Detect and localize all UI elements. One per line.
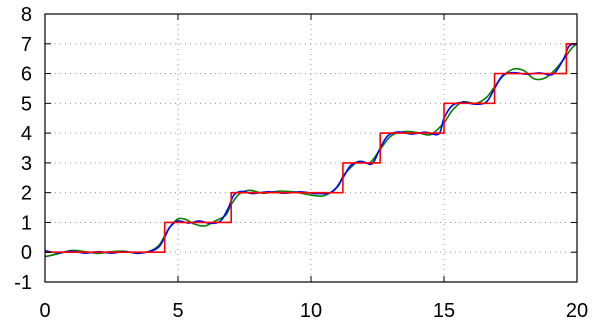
y-tick-label: 7: [21, 34, 32, 56]
y-tick-label: 4: [21, 123, 32, 145]
grid-lines: [45, 14, 577, 282]
x-axis-tick-labels: 0 5 10 15 20: [39, 300, 588, 322]
y-tick-label: -1: [14, 272, 32, 294]
tick-marks: [44, 13, 578, 283]
y-tick-label: 3: [21, 153, 32, 175]
y-tick-label: 2: [21, 183, 32, 205]
y-tick-label: 5: [21, 93, 32, 115]
series-line-2: [44, 42, 578, 254]
series-lines: [44, 42, 578, 258]
x-tick-label: 20: [566, 300, 588, 322]
y-tick-label: 1: [21, 212, 32, 234]
x-tick-label: 10: [300, 300, 322, 322]
y-tick-label: 6: [21, 64, 32, 86]
y-axis-tick-labels: -1 0 1 2 3 4 5 6 7 8: [14, 4, 32, 294]
y-tick-label: 0: [21, 242, 32, 264]
x-tick-label: 15: [433, 300, 455, 322]
series-line-0: [45, 42, 577, 254]
x-tick-label: 0: [39, 300, 50, 322]
y-tick-label: 8: [21, 4, 32, 26]
x-tick-label: 5: [172, 300, 183, 322]
